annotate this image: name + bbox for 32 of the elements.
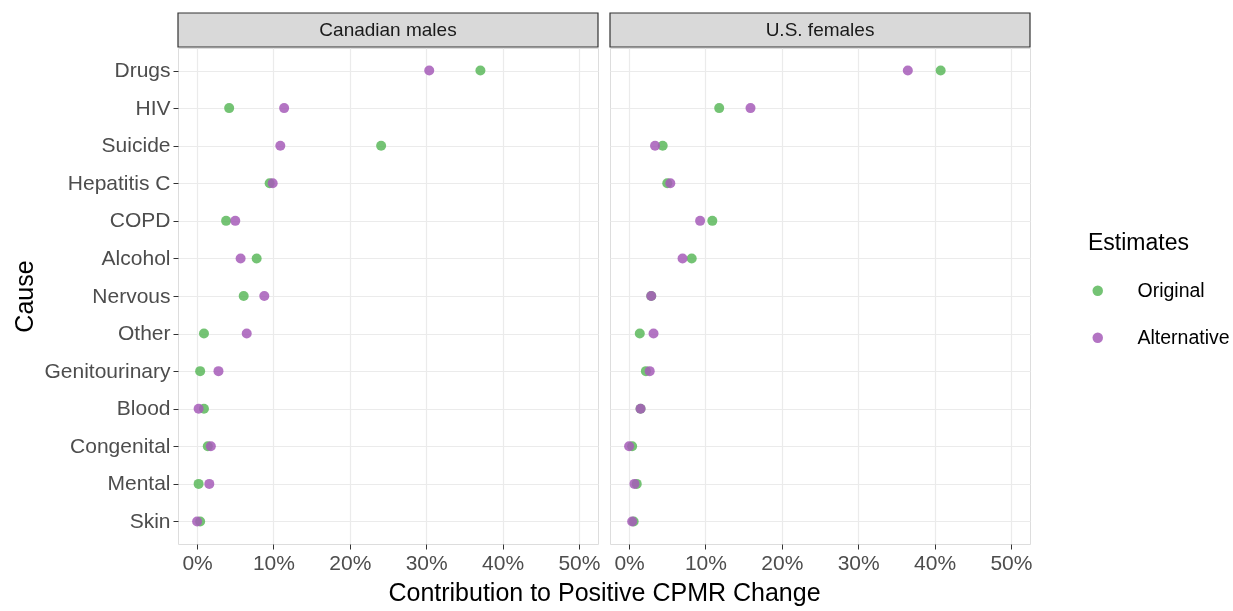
y-tick-label: Other bbox=[117, 321, 171, 345]
y-tick-label: Congenital bbox=[70, 433, 171, 457]
y-tick-label: Blood bbox=[116, 396, 171, 420]
y-tick-label: Suicide bbox=[101, 133, 171, 157]
x-tick-label: 10% bbox=[684, 550, 727, 574]
x-tick-label: 0% bbox=[182, 550, 213, 574]
x-tick-label: 30% bbox=[837, 550, 880, 574]
x-tick-label: 40% bbox=[914, 550, 957, 574]
x-tick-label: 0% bbox=[614, 550, 645, 574]
y-tick-label: Drugs bbox=[114, 58, 171, 82]
x-tick-label: 50% bbox=[990, 550, 1033, 574]
y-tick-label: Skin bbox=[129, 508, 171, 532]
legend-label: Original bbox=[1137, 278, 1205, 301]
chart-title: Canadian males bbox=[319, 19, 457, 40]
y-tick-label: Mental bbox=[107, 471, 171, 495]
legend-title: Estimates bbox=[1088, 229, 1189, 255]
x-tick-label: 20% bbox=[761, 550, 804, 574]
y-tick-label: COPD bbox=[109, 208, 171, 232]
x-axis-title: Contribution to Positive CPMR Change bbox=[388, 577, 821, 606]
x-tick-label: 40% bbox=[482, 550, 525, 574]
x-tick-label: 30% bbox=[405, 550, 448, 574]
y-tick-label: Nervous bbox=[92, 283, 171, 307]
y-tick-label: Genitourinary bbox=[44, 358, 171, 382]
x-tick-label: 50% bbox=[558, 550, 601, 574]
legend-label: Alternative bbox=[1137, 325, 1230, 348]
chart-title: U.S. females bbox=[765, 19, 875, 40]
y-tick-label: HIV bbox=[135, 95, 171, 119]
y-axis-title: Cause bbox=[10, 260, 39, 333]
x-tick-label: 20% bbox=[329, 550, 372, 574]
y-tick-label: Alcohol bbox=[101, 245, 171, 269]
y-tick-label: Hepatitis C bbox=[67, 170, 171, 194]
x-tick-label: 10% bbox=[252, 550, 295, 574]
